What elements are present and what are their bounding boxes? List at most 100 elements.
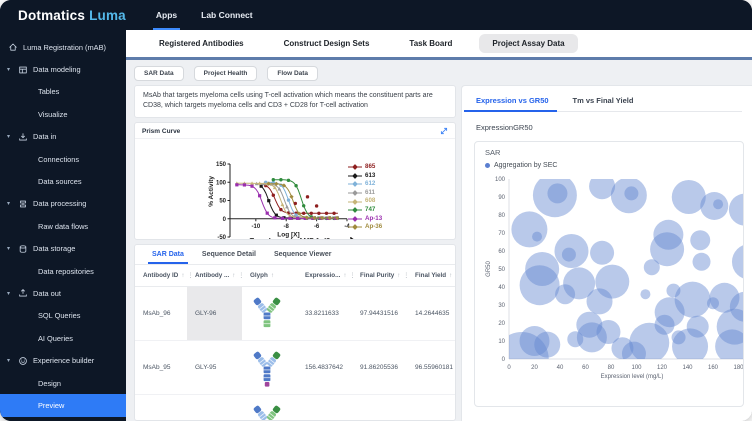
- column-menu-icon[interactable]: ⋮: [403, 273, 410, 280]
- bubble-chart-legend[interactable]: Aggregation by SEC: [485, 162, 743, 169]
- bubble[interactable]: [576, 321, 607, 352]
- bubble[interactable]: [532, 173, 577, 217]
- main-tab-task-board[interactable]: Task Board: [409, 39, 453, 48]
- column-header-final-purity[interactable]: Final Purity ↑ ⋮: [352, 272, 410, 280]
- sidebar-item-preview[interactable]: Preview: [0, 394, 126, 417]
- column-header-glyph[interactable]: Glyph ↑: [242, 272, 297, 279]
- sort-icon[interactable]: ↑: [397, 272, 401, 279]
- sidebar-item-connections[interactable]: Connections: [0, 148, 126, 170]
- bubble[interactable]: [671, 179, 706, 214]
- table-row[interactable]: MsAb_96 GLY-96 33.8211633 97.94431516 14.264…: [135, 287, 455, 342]
- bubble[interactable]: [715, 328, 744, 363]
- bubble[interactable]: [728, 193, 744, 225]
- bubble[interactable]: [589, 173, 616, 199]
- bubble[interactable]: [690, 229, 711, 250]
- bubble[interactable]: [640, 288, 651, 299]
- column-menu-icon[interactable]: ⋮: [238, 273, 245, 280]
- sidebar-item-data-in[interactable]: ▾ Data in: [0, 126, 126, 148]
- column-menu-icon[interactable]: ⋮: [349, 273, 356, 280]
- bubble[interactable]: [654, 296, 685, 327]
- table-tab-sequence-detail[interactable]: Sequence Detail: [201, 251, 256, 259]
- bubble[interactable]: [629, 322, 670, 362]
- bubble[interactable]: [554, 233, 589, 268]
- bubble[interactable]: [624, 185, 639, 200]
- chip-project-health[interactable]: Project Health: [193, 65, 258, 81]
- column-header-antibody-id[interactable]: Antibody ID ↑ ⋮: [135, 272, 193, 279]
- chip-flow-data[interactable]: Flow Data: [267, 65, 319, 81]
- bubble[interactable]: [713, 198, 724, 209]
- sidebar-item-data-out[interactable]: ▾ Data out: [0, 282, 126, 304]
- bubble[interactable]: [654, 314, 675, 335]
- right-tab-tm-vs-final-yield[interactable]: Tm vs Final Yield: [572, 95, 634, 105]
- bubble[interactable]: [511, 210, 548, 247]
- sort-icon[interactable]: ↑: [449, 272, 453, 279]
- bubble[interactable]: [576, 311, 603, 338]
- sort-icon[interactable]: ↑: [343, 272, 347, 279]
- bubble[interactable]: [672, 327, 709, 364]
- sidebar-item-luma-registration-mab[interactable]: Luma Registration (mAB): [0, 36, 126, 58]
- bubble[interactable]: [731, 243, 744, 279]
- bubble[interactable]: [555, 283, 576, 304]
- sidebar-item-data-processing[interactable]: ▾ Data processing: [0, 193, 126, 215]
- bubble[interactable]: [595, 264, 630, 299]
- topbar-tab-apps[interactable]: Apps: [152, 0, 181, 30]
- column-header-final-yield[interactable]: Final Yield↑⋮: [407, 272, 456, 279]
- bubble[interactable]: [653, 219, 684, 250]
- right-tab-expression-vs-gr50[interactable]: Expression vs GR50: [464, 92, 557, 112]
- sidebar-item-data-modeling[interactable]: ▾ Data modeling: [0, 58, 126, 80]
- bubble[interactable]: [666, 283, 681, 298]
- column-header-expressio[interactable]: Expressio... ↑ ⋮: [297, 272, 356, 280]
- main-tab-project-assay-data[interactable]: Project Assay Data: [479, 34, 578, 53]
- bubble[interactable]: [692, 252, 711, 271]
- sidebar-item-ai-queries[interactable]: AI Queries: [0, 327, 126, 349]
- chip-sar-data[interactable]: SAR Data: [134, 65, 184, 81]
- column-menu-icon[interactable]: ⋮: [187, 273, 194, 280]
- bubble[interactable]: [707, 296, 719, 309]
- sidebar-item-data-repositories[interactable]: Data repositories: [0, 260, 126, 282]
- expand-icon[interactable]: [440, 127, 448, 135]
- table-tab-sequence-viewer[interactable]: Sequence Viewer: [273, 251, 332, 259]
- table-row[interactable]: MsAb_95 GLY-95 156.4837642 91.86205536 96.55…: [135, 341, 455, 396]
- topbar-tab-lab-connect[interactable]: Lab Connect: [201, 10, 253, 20]
- sort-icon[interactable]: ↑: [270, 272, 274, 279]
- bubble[interactable]: [643, 258, 660, 275]
- bubble[interactable]: [686, 315, 709, 338]
- bubble[interactable]: [495, 331, 549, 386]
- bubble[interactable]: [611, 336, 634, 359]
- bubble[interactable]: [729, 291, 744, 322]
- bubble[interactable]: [519, 325, 550, 356]
- bubble[interactable]: [590, 240, 615, 265]
- bubble[interactable]: [621, 341, 646, 365]
- table-tab-sar-data[interactable]: SAR Data: [143, 245, 193, 265]
- bubble[interactable]: [532, 231, 543, 242]
- bubble[interactable]: [563, 266, 596, 299]
- bubble[interactable]: [596, 319, 621, 344]
- column-header-antibody[interactable]: Antibody ... ↑ ⋮: [187, 272, 245, 280]
- sidebar-item-visualize[interactable]: Visualize: [0, 103, 126, 125]
- bubble[interactable]: [700, 191, 729, 220]
- bubble[interactable]: [547, 182, 568, 203]
- bubble[interactable]: [567, 330, 584, 347]
- bubble[interactable]: [674, 281, 711, 318]
- sidebar-item-experience-builder[interactable]: ▾ Experience builder: [0, 349, 126, 371]
- sidebar-item-tables[interactable]: Tables: [0, 81, 126, 103]
- bubble[interactable]: [561, 247, 576, 262]
- sidebar-item-data-sources[interactable]: Data sources: [0, 170, 126, 192]
- bubble[interactable]: [716, 308, 744, 345]
- sidebar-item-design[interactable]: Design: [0, 372, 126, 394]
- bubble[interactable]: [519, 264, 560, 305]
- sort-icon[interactable]: ↑: [232, 272, 236, 279]
- bubble[interactable]: [525, 251, 560, 286]
- sidebar-item-raw-data-flows[interactable]: Raw data flows: [0, 215, 126, 237]
- sidebar-item-data-storage[interactable]: ▾ Data storage: [0, 238, 126, 260]
- main-tab-registered-antibodies[interactable]: Registered Antibodies: [159, 39, 244, 48]
- bubble[interactable]: [650, 231, 685, 266]
- column-menu-icon[interactable]: ⋮: [455, 272, 456, 279]
- bubble[interactable]: [671, 329, 686, 344]
- bubble[interactable]: [709, 282, 740, 313]
- main-tab-construct-design-sets[interactable]: Construct Design Sets: [283, 39, 370, 48]
- bubble[interactable]: [534, 331, 561, 358]
- bubble[interactable]: [586, 287, 613, 314]
- bubble[interactable]: [610, 177, 647, 213]
- table-row[interactable]: [135, 395, 455, 421]
